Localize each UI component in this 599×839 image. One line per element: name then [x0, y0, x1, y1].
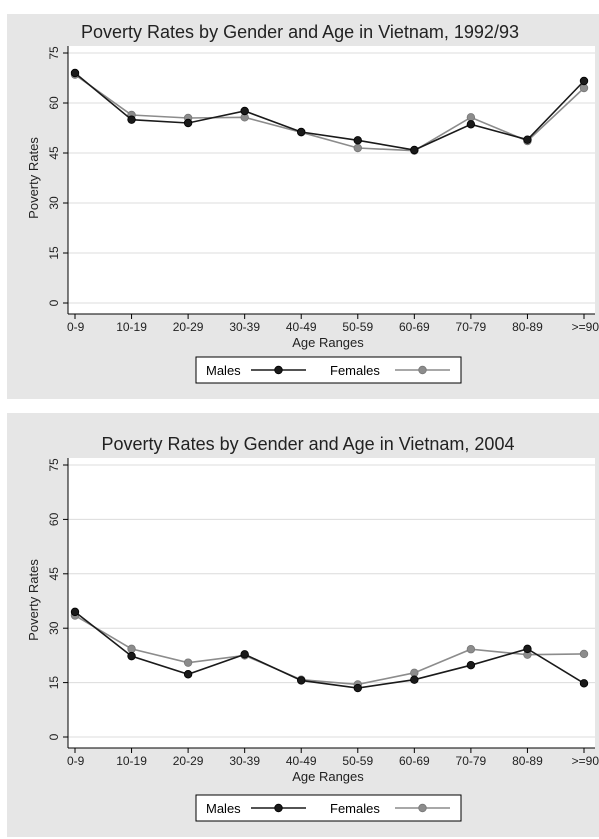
series-line-females	[74, 74, 585, 152]
x-tick-label: 80-89	[512, 754, 543, 768]
data-point-males	[183, 670, 193, 679]
data-point-females	[410, 668, 419, 678]
y-tick-label: 60	[47, 96, 61, 110]
x-tick-label: 10-19	[116, 754, 147, 768]
data-point-males	[70, 607, 80, 617]
x-tick-label: 40-49	[286, 320, 317, 334]
y-tick-label: 0	[47, 733, 61, 740]
data-point-males	[240, 650, 249, 659]
series-line-males	[74, 72, 585, 151]
data-point-females	[579, 83, 589, 93]
data-point-males	[523, 135, 532, 144]
legend-marker-males	[274, 365, 283, 375]
data-point-males	[410, 145, 419, 155]
data-point-females	[579, 649, 589, 659]
data-point-males	[579, 679, 589, 688]
data-point-females	[466, 113, 476, 122]
x-tick-label: 80-89	[512, 320, 543, 334]
plot-area	[68, 46, 595, 314]
data-point-males	[579, 76, 589, 86]
legend-label-males: Males	[206, 363, 241, 378]
x-axis-label: Age Ranges	[292, 769, 364, 784]
legend: Males Females	[195, 794, 462, 822]
x-tick-label: 20-29	[173, 320, 204, 334]
x-ticks: 0-9 10-19 20-29 30-39 40-49 50-59 60-69 70-79 80…	[67, 314, 599, 334]
data-point-males	[353, 683, 362, 693]
x-tick-label: 30-39	[229, 320, 260, 334]
data-point-males	[127, 651, 136, 661]
data-point-males	[523, 644, 532, 654]
y-tick-label: 45	[47, 567, 61, 581]
gridlines	[68, 464, 595, 738]
chart-title: Poverty Rates by Gender and Age in Vietn…	[81, 22, 519, 42]
y-tick-label: 15	[47, 676, 61, 690]
y-tick-label: 0	[47, 299, 61, 306]
x-tick-label: 20-29	[173, 754, 204, 768]
y-tick-label: 30	[47, 196, 61, 210]
series-line-females	[74, 614, 585, 686]
y-ticks: 0 15 30 45 60 75	[47, 458, 68, 740]
data-point-females	[127, 644, 136, 654]
legend-label-males: Males	[206, 801, 241, 816]
y-tick-label: 75	[47, 46, 61, 60]
series-line-males	[74, 611, 585, 689]
x-ticks: 0-9 10-19 20-29 30-39 40-49 50-59 60-69 70-79 80…	[67, 748, 599, 768]
data-point-males	[410, 675, 419, 684]
legend-marker-females	[418, 803, 427, 813]
x-tick-label: 30-39	[229, 754, 260, 768]
gridlines	[68, 52, 595, 304]
data-point-males	[70, 68, 80, 78]
y-axis-label: Poverty Rates	[26, 559, 41, 641]
data-point-males	[353, 136, 362, 145]
x-tick-label: 70-79	[456, 754, 487, 768]
y-tick-label: 60	[47, 512, 61, 526]
y-tick-label: 75	[47, 458, 61, 472]
x-tick-label: 10-19	[116, 320, 147, 334]
legend-label-females: Females	[330, 801, 380, 816]
data-point-males	[127, 115, 136, 124]
y-tick-label: 15	[47, 246, 61, 260]
legend-marker-females	[418, 365, 427, 375]
chart-panel-1992: Poverty Rates by Gender and Age in Vietn…	[7, 14, 599, 399]
x-tick-label: >=90	[572, 754, 599, 768]
plot-area	[68, 458, 595, 748]
y-ticks: 0 15 30 45 60 75	[47, 46, 68, 306]
x-tick-label: 0-9	[67, 754, 85, 768]
x-tick-label: 50-59	[342, 754, 373, 768]
x-tick-label: 40-49	[286, 754, 317, 768]
data-point-males	[466, 660, 476, 670]
data-point-males	[240, 106, 249, 116]
series-layer	[70, 68, 589, 155]
legend-marker-males	[274, 803, 283, 813]
legend: Males Females	[195, 356, 462, 384]
data-point-males	[297, 676, 306, 685]
x-axis-label: Age Ranges	[292, 335, 364, 350]
data-point-females	[353, 143, 362, 153]
data-point-males	[297, 127, 306, 137]
data-point-females	[183, 658, 193, 667]
x-tick-label: 60-69	[399, 754, 430, 768]
chart-title: Poverty Rates by Gender and Age in Vietn…	[102, 434, 515, 454]
legend-label-females: Females	[330, 363, 380, 378]
y-tick-label: 45	[47, 146, 61, 160]
x-tick-label: 50-59	[342, 320, 373, 334]
x-tick-label: >=90	[572, 320, 599, 334]
data-point-females	[466, 645, 476, 654]
y-tick-label: 30	[47, 621, 61, 635]
chart-panel-2004: Poverty Rates by Gender and Age in Vietn…	[7, 413, 599, 837]
x-tick-label: 60-69	[399, 320, 430, 334]
x-tick-label: 70-79	[456, 320, 487, 334]
data-point-males	[466, 120, 476, 129]
x-tick-label: 0-9	[67, 320, 85, 334]
y-axis-label: Poverty Rates	[26, 137, 41, 219]
series-layer	[70, 607, 589, 693]
data-point-males	[183, 118, 193, 128]
